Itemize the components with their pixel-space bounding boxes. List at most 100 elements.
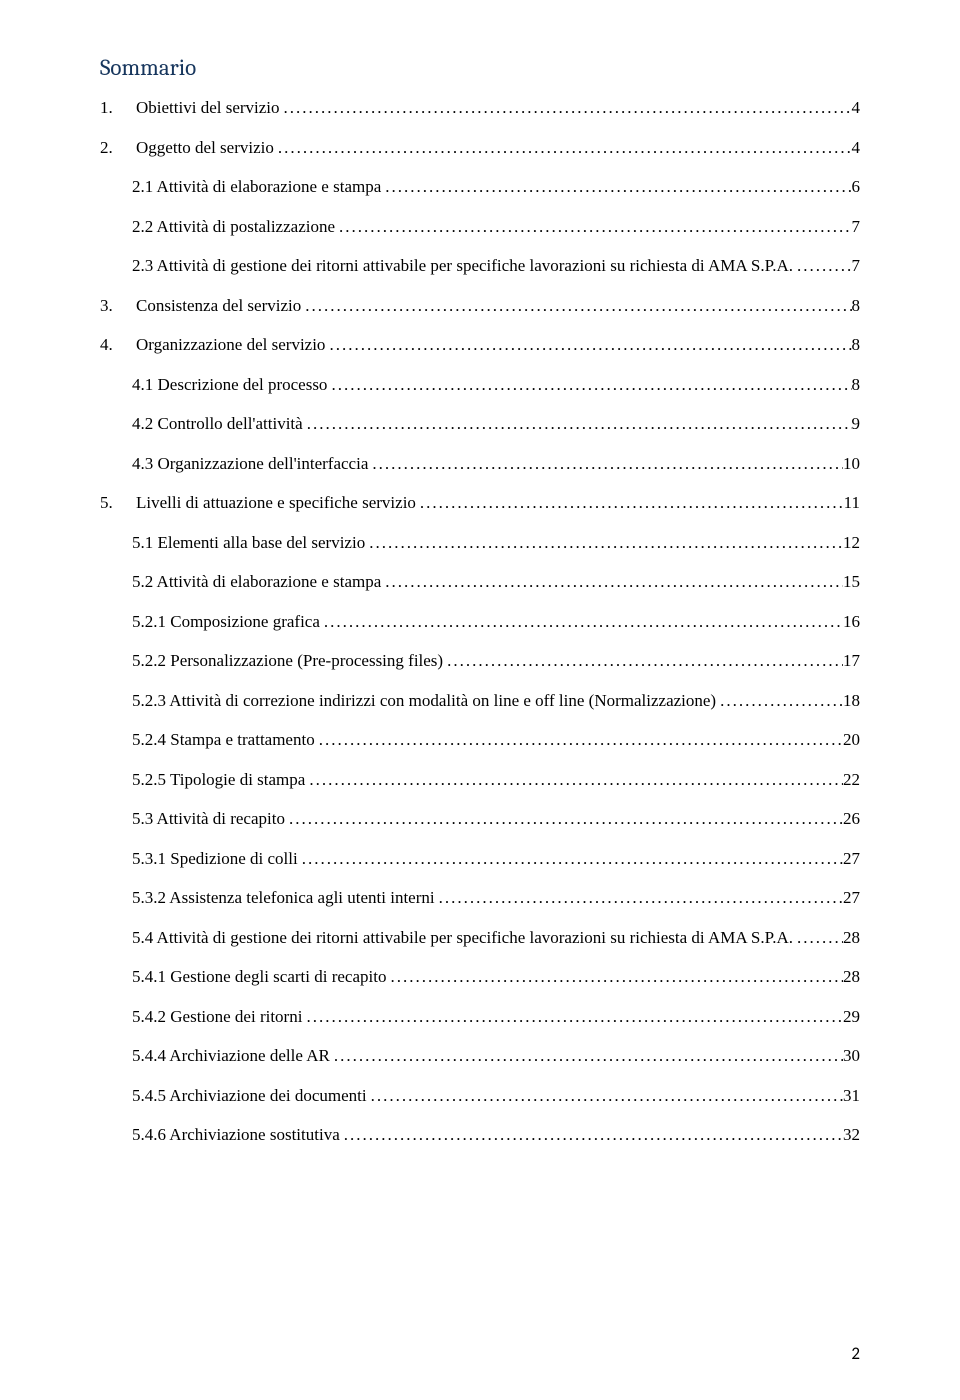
toc-leader-dots xyxy=(302,1008,843,1025)
toc-entry-text: 5.3 Attività di recapito xyxy=(132,810,285,827)
toc-leader-dots xyxy=(340,1126,843,1143)
toc-entry-text: Consistenza del servizio xyxy=(136,297,301,314)
toc-entry-text: 5.1 Elementi alla base del servizio xyxy=(132,534,365,551)
toc-entry: 3.Consistenza del servizio 8 xyxy=(100,297,860,314)
toc-entry-page: 27 xyxy=(843,889,860,906)
toc-leader-dots xyxy=(315,731,843,748)
toc-leader-dots xyxy=(435,889,843,906)
toc-leader-dots xyxy=(301,297,851,314)
toc-entry: 5.4.6 Archiviazione sostitutiva 32 xyxy=(100,1126,860,1143)
toc-entry-page: 32 xyxy=(843,1126,860,1143)
toc-entry-page: 7 xyxy=(852,257,861,274)
toc-entry-page: 18 xyxy=(843,692,860,709)
toc-leader-dots xyxy=(367,1087,843,1104)
toc-entry-page: 4 xyxy=(852,99,861,116)
toc-entry-page: 11 xyxy=(844,494,860,511)
toc-entry: 5.4.1 Gestione degli scarti di recapito … xyxy=(100,968,860,985)
toc-entry: 5.4.5 Archiviazione dei documenti 31 xyxy=(100,1087,860,1104)
toc-leader-dots xyxy=(381,178,851,195)
toc-entry: 2.Oggetto del servizio 4 xyxy=(100,139,860,156)
toc-entry-page: 6 xyxy=(852,178,861,195)
toc-entry: 2.1 Attività di elaborazione e stampa 6 xyxy=(100,178,860,195)
toc-entry-page: 9 xyxy=(852,415,861,432)
toc-entry-text: 5.4.6 Archiviazione sostitutiva xyxy=(132,1126,340,1143)
toc-entry: 5.4.4 Archiviazione delle AR 30 xyxy=(100,1047,860,1064)
toc-entry-text: 4.1 Descrizione del processo xyxy=(132,376,327,393)
toc-entry: 4.3 Organizzazione dell'interfaccia 10 xyxy=(100,455,860,472)
toc-entry-page: 29 xyxy=(843,1008,860,1025)
toc-entry-page: 27 xyxy=(843,850,860,867)
toc-entry-page: 26 xyxy=(843,810,860,827)
toc-entry: 5.Livelli di attuazione e specifiche ser… xyxy=(100,494,860,511)
toc-entry-page: 12 xyxy=(843,534,860,551)
toc-entry-number: 1. xyxy=(100,99,136,116)
toc-entry-text: Oggetto del servizio xyxy=(136,139,274,156)
toc-entry-page: 31 xyxy=(843,1087,860,1104)
toc-entry: 5.2.1 Composizione grafica 16 xyxy=(100,613,860,630)
toc-leader-dots xyxy=(416,494,844,511)
toc-leader-dots xyxy=(327,376,851,393)
toc-leader-dots xyxy=(386,968,843,985)
toc-entry-page: 30 xyxy=(843,1047,860,1064)
toc-entry-text: 5.2.1 Composizione grafica xyxy=(132,613,320,630)
toc-entry-text: 5.4.1 Gestione degli scarti di recapito xyxy=(132,968,386,985)
toc-leader-dots xyxy=(381,573,843,590)
toc-entry: 2.3 Attività di gestione dei ritorni att… xyxy=(100,257,860,274)
toc-entry-text: 5.4.5 Archiviazione dei documenti xyxy=(132,1087,367,1104)
toc-entry-text: 2.3 Attività di gestione dei ritorni att… xyxy=(132,257,793,274)
toc-entry: 5.2.3 Attività di correzione indirizzi c… xyxy=(100,692,860,709)
toc-entry: 1.Obiettivi del servizio 4 xyxy=(100,99,860,116)
toc-entry-page: 8 xyxy=(852,336,861,353)
toc-leader-dots xyxy=(365,534,843,551)
toc-leader-dots xyxy=(443,652,843,669)
toc-entry-page: 16 xyxy=(843,613,860,630)
toc-entry-text: 5.4.4 Archiviazione delle AR xyxy=(132,1047,330,1064)
toc-entry: 4.Organizzazione del servizio 8 xyxy=(100,336,860,353)
toc-entry-number: 2. xyxy=(100,139,136,156)
toc-entry: 5.2.5 Tipologie di stampa 22 xyxy=(100,771,860,788)
toc-entry-text: 5.2 Attività di elaborazione e stampa xyxy=(132,573,381,590)
toc-entry-text: Obiettivi del servizio xyxy=(136,99,280,116)
toc-leader-dots xyxy=(320,613,843,630)
toc-entry-text: 5.2.3 Attività di correzione indirizzi c… xyxy=(132,692,716,709)
toc-leader-dots xyxy=(793,929,843,946)
toc-entry-text: 4.2 Controllo dell'attività xyxy=(132,415,303,432)
toc-leader-dots xyxy=(274,139,852,156)
toc-entry-page: 8 xyxy=(852,297,861,314)
toc-entry-text: 4.3 Organizzazione dell'interfaccia xyxy=(132,455,368,472)
page-number: 2 xyxy=(851,1343,860,1364)
toc-entry-number: 4. xyxy=(100,336,136,353)
toc-entry: 4.2 Controllo dell'attività 9 xyxy=(100,415,860,432)
toc-entry-page: 10 xyxy=(843,455,860,472)
toc-entry-text: 5.3.2 Assistenza telefonica agli utenti … xyxy=(132,889,435,906)
toc-entry-text: 5.4 Attività di gestione dei ritorni att… xyxy=(132,929,793,946)
toc-entry-text: 5.4.2 Gestione dei ritorni xyxy=(132,1008,302,1025)
toc-entry-text: 5.2.2 Personalizzazione (Pre-processing … xyxy=(132,652,443,669)
toc-entry-text: Organizzazione del servizio xyxy=(136,336,325,353)
toc-leader-dots xyxy=(368,455,843,472)
toc-entry: 5.3.1 Spedizione di colli 27 xyxy=(100,850,860,867)
toc-entry-page: 28 xyxy=(843,929,860,946)
toc-entry-number: 5. xyxy=(100,494,136,511)
toc-container: 1.Obiettivi del servizio 42.Oggetto del … xyxy=(100,99,860,1143)
toc-leader-dots xyxy=(285,810,843,827)
toc-entry-page: 4 xyxy=(852,139,861,156)
toc-entry-text: Livelli di attuazione e specifiche servi… xyxy=(136,494,416,511)
toc-entry: 5.3 Attività di recapito 26 xyxy=(100,810,860,827)
toc-entry: 5.2 Attività di elaborazione e stampa 15 xyxy=(100,573,860,590)
toc-entry: 5.4 Attività di gestione dei ritorni att… xyxy=(100,929,860,946)
toc-entry-page: 8 xyxy=(852,376,861,393)
toc-leader-dots xyxy=(280,99,852,116)
toc-entry-page: 22 xyxy=(843,771,860,788)
toc-entry: 5.4.2 Gestione dei ritorni 29 xyxy=(100,1008,860,1025)
toc-leader-dots xyxy=(325,336,851,353)
toc-leader-dots xyxy=(298,850,843,867)
toc-entry: 5.3.2 Assistenza telefonica agli utenti … xyxy=(100,889,860,906)
toc-leader-dots xyxy=(303,415,852,432)
toc-entry: 5.1 Elementi alla base del servizio 12 xyxy=(100,534,860,551)
toc-entry: 5.2.2 Personalizzazione (Pre-processing … xyxy=(100,652,860,669)
toc-title: Sommario xyxy=(100,54,860,81)
toc-leader-dots xyxy=(716,692,843,709)
toc-entry: 5.2.4 Stampa e trattamento 20 xyxy=(100,731,860,748)
toc-leader-dots xyxy=(330,1047,843,1064)
